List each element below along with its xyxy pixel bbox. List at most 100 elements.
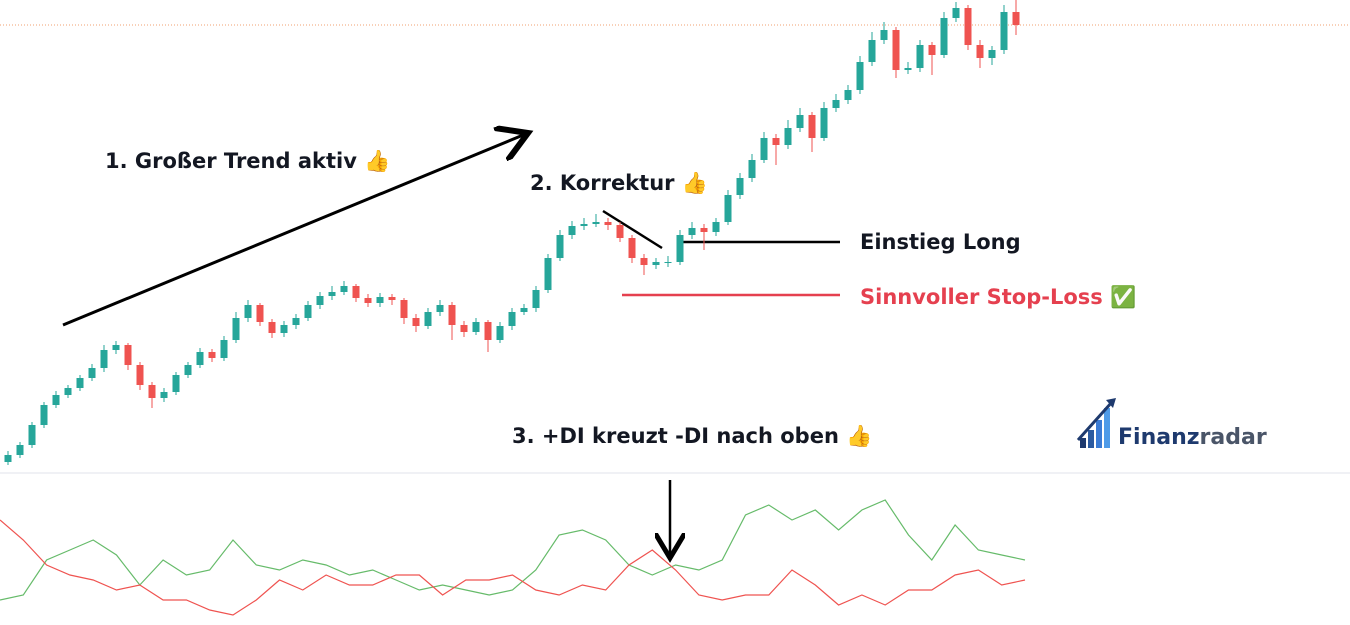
candle-body — [136, 365, 144, 385]
candle-body — [496, 326, 504, 340]
candle-body — [844, 90, 852, 100]
candle-body — [460, 325, 468, 332]
annotation: 1. Großer Trend aktiv 👍 — [105, 148, 390, 173]
candle-body — [700, 228, 708, 232]
candle-body — [508, 312, 516, 326]
candle-body — [604, 222, 612, 225]
logo: Finanzradar — [1076, 398, 1267, 450]
candle-body — [376, 297, 384, 303]
candle-body — [196, 352, 204, 365]
candle-body — [52, 395, 60, 405]
candle-body — [28, 425, 36, 445]
candle-body — [256, 305, 264, 322]
candle-body — [268, 322, 276, 333]
candle-body — [436, 305, 444, 312]
candle-body — [892, 30, 900, 70]
candle-body — [724, 195, 732, 222]
candle-body — [580, 224, 588, 226]
candle-body — [340, 286, 348, 292]
candle-body — [964, 8, 972, 45]
candle-body — [688, 228, 696, 235]
candle-body — [808, 115, 816, 138]
candle-body — [472, 322, 480, 332]
annotation: 2. Korrektur 👍 — [530, 170, 708, 195]
candle-body — [712, 222, 720, 232]
candle-body — [328, 292, 336, 296]
candle-body — [316, 296, 324, 305]
candle-body — [520, 308, 528, 312]
candle-body — [448, 305, 456, 325]
candle-body — [304, 305, 312, 318]
candle-body — [880, 30, 888, 40]
candle-body — [736, 178, 744, 195]
candle-body — [148, 385, 156, 398]
candle-body — [364, 298, 372, 303]
candle-body — [820, 108, 828, 138]
candle-body — [124, 345, 132, 365]
candle-body — [940, 18, 948, 55]
candle-body — [220, 340, 228, 358]
candle-body — [748, 160, 756, 178]
candle-body — [952, 8, 960, 18]
candle-body — [64, 388, 72, 395]
candle-body — [544, 258, 552, 290]
candle-body — [784, 128, 792, 145]
annotation: 3. +DI kreuzt -DI nach oben 👍 — [512, 423, 872, 448]
candle-body — [412, 318, 420, 326]
annotation: Sinnvoller Stop-Loss ✅ — [860, 284, 1136, 309]
logo-text: Finanzradar — [1118, 425, 1267, 450]
candle-body — [172, 375, 180, 392]
candle-body — [628, 238, 636, 258]
candle-body — [556, 235, 564, 258]
candle-body — [928, 45, 936, 55]
candle-body — [796, 115, 804, 128]
candle-body — [400, 300, 408, 318]
logo-part: Finanz — [1118, 425, 1200, 450]
correction-line — [602, 209, 663, 250]
candle-body — [640, 258, 648, 265]
trend-arrow — [62, 133, 528, 327]
candle-body — [424, 312, 432, 326]
candle-body — [208, 352, 216, 358]
candle-body — [568, 226, 576, 235]
candle-body — [856, 62, 864, 90]
di-line — [0, 519, 1026, 616]
candle-body — [592, 222, 600, 224]
candle-body — [664, 262, 672, 263]
candle-body — [112, 345, 120, 350]
candle-body — [772, 138, 780, 145]
candle-body — [280, 325, 288, 333]
candle-body — [904, 68, 912, 70]
candle-body — [760, 138, 768, 160]
candle-body — [1000, 12, 1008, 50]
candle-body — [40, 405, 48, 425]
candle-body — [88, 368, 96, 378]
candle-body — [1012, 12, 1020, 25]
annotation: Einstieg Long — [860, 230, 1021, 254]
candle-body — [4, 455, 12, 462]
candle-body — [832, 100, 840, 108]
candle-body — [352, 286, 360, 298]
candle-body — [988, 50, 996, 58]
candle-body — [676, 235, 684, 262]
candle-body — [532, 290, 540, 308]
candle-body — [484, 322, 492, 340]
candle-body — [76, 378, 84, 388]
candle-body — [652, 262, 660, 265]
di-line — [0, 499, 1026, 601]
candle-body — [388, 297, 396, 300]
candle-body — [868, 40, 876, 62]
candle-body — [616, 225, 624, 238]
candle-body — [916, 45, 924, 68]
candle-body — [244, 305, 252, 318]
candle-body — [184, 365, 192, 375]
candle-body — [16, 445, 24, 455]
candle-body — [232, 318, 240, 340]
candle-body — [976, 45, 984, 58]
candle-body — [292, 318, 300, 325]
logo-part: radar — [1200, 425, 1267, 450]
candle-body — [160, 392, 168, 398]
candle-body — [100, 350, 108, 368]
